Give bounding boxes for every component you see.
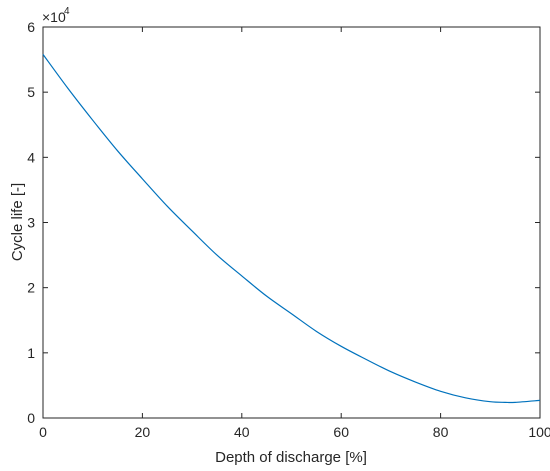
y-exponent-power: 4: [64, 6, 70, 17]
y-axis-label: Cycle life [-]: [9, 183, 26, 261]
y-tick-label: 3: [27, 215, 35, 231]
x-ticks: 0 20 40 60 80 100: [39, 27, 550, 440]
series-line: [42, 54, 541, 404]
x-tick-label: 80: [433, 424, 449, 440]
y-tick-label: 0: [27, 410, 35, 426]
y-tick-label: 6: [27, 19, 35, 35]
x-tick-label: 60: [333, 424, 349, 440]
x-axis-label: Depth of discharge [%]: [215, 449, 367, 466]
y-tick-label: 2: [27, 280, 35, 296]
plot-area: [42, 26, 541, 419]
series-layer: [42, 54, 541, 404]
x-tick-label: 20: [135, 424, 151, 440]
y-exponent-base: ×10: [42, 9, 66, 25]
x-tick-label: 100: [528, 424, 550, 440]
y-tick-label: 1: [27, 345, 35, 361]
x-tick-label: 0: [39, 424, 47, 440]
y-tick-label: 4: [27, 149, 35, 165]
x-tick-label: 40: [234, 424, 250, 440]
y-ticks: 0 1 2 3 4 5 6: [27, 19, 540, 426]
y-tick-label: 5: [27, 84, 35, 100]
